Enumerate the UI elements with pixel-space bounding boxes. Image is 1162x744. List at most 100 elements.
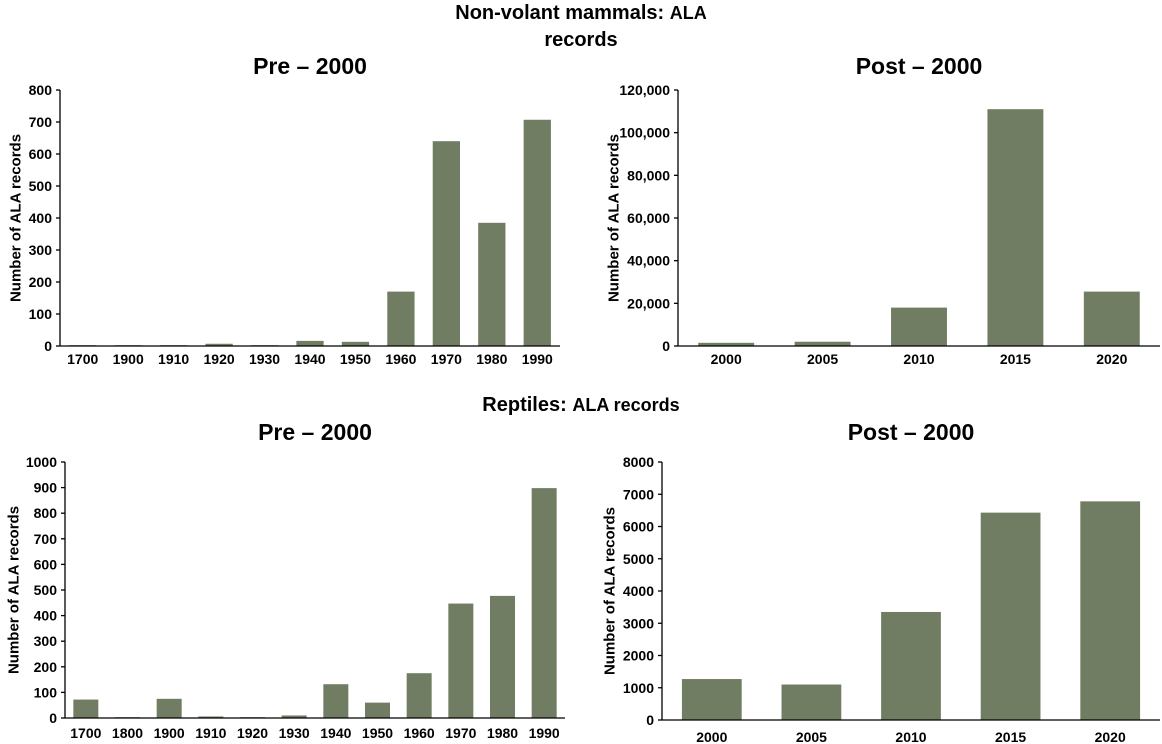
mammals-post-xtick-label: 2005 [807, 351, 838, 367]
reptiles-pre-ytick-label: 0 [49, 710, 57, 726]
mammals-post-ytick-label: 0 [662, 338, 670, 354]
reptiles-post-xtick-label: 2005 [796, 729, 827, 744]
mammals-post-ylabel: Number of ALA records [606, 134, 623, 302]
section-title-reptiles-main: Reptiles: [482, 394, 567, 416]
reptiles-post-bar-2010 [881, 611, 941, 720]
reptiles-post-bar-2015 [980, 512, 1041, 720]
reptiles-pre-xtick-label: 1700 [70, 725, 101, 741]
mammals-pre-xtick-label: 1970 [431, 351, 462, 367]
reptiles-pre-ytick-label: 900 [34, 480, 58, 496]
mammals-pre-bar-1960 [387, 291, 415, 346]
mammals-pre-ytick-label: 700 [29, 114, 53, 130]
reptiles-pre-xtick-label: 1970 [445, 725, 476, 741]
reptiles-pre-bar-1990 [531, 488, 557, 718]
reptiles-post-ytick-label: 7000 [623, 486, 654, 502]
reptiles-post-ytick-label: 1000 [623, 680, 654, 696]
mammals-post-bar-2010 [891, 307, 947, 346]
reptiles-pre-bar-1930 [281, 715, 307, 718]
mammals-post-ytick-label: 60,000 [627, 210, 670, 226]
reptiles-post-xtick-label: 2015 [995, 729, 1026, 744]
mammals-pre-ylabel: Number of ALA records [8, 134, 25, 302]
reptiles-post-ytick-label: 0 [646, 712, 654, 728]
reptiles-pre-ytick-label: 800 [34, 505, 58, 521]
mammals-pre-bar-1980 [478, 222, 506, 346]
reptiles-post-title: Post – 2000 [848, 419, 975, 445]
reptiles-post-ytick-label: 5000 [623, 551, 654, 567]
reptiles-pre-bar-1900 [156, 698, 182, 718]
mammals-pre-ytick-label: 300 [29, 242, 53, 258]
mammals-post-xtick-label: 2020 [1096, 351, 1127, 367]
mammals-post-ytick-label: 120,000 [619, 82, 670, 98]
section-title-mammals: Non-volant mammals: ALA records [0, 0, 1162, 54]
reptiles-pre-xtick-label: 1990 [529, 725, 560, 741]
reptiles-pre-xtick-label: 1980 [487, 725, 518, 741]
reptiles-pre-ytick-label: 500 [34, 582, 58, 598]
section-title-mammals-main: Non-volant mammals: [455, 2, 665, 24]
mammals-pre-title: Pre – 2000 [253, 53, 367, 79]
reptiles-post-ytick-label: 2000 [623, 648, 654, 664]
reptiles-post-ytick-label: 3000 [623, 615, 654, 631]
reptiles-pre-xtick-label: 1800 [112, 725, 143, 741]
mammals-pre-ytick-label: 100 [29, 306, 53, 322]
reptiles-pre-xtick-label: 1900 [154, 725, 185, 741]
reptiles-pre-xtick-label: 1960 [404, 725, 435, 741]
mammals-pre-xtick-label: 1920 [204, 351, 235, 367]
mammals-post-bar-2015 [987, 109, 1044, 346]
mammals-post-xtick-label: 2010 [903, 351, 934, 367]
reptiles-pre-title: Pre – 2000 [258, 419, 372, 445]
reptiles-post-ylabel: Number of ALA records [602, 507, 619, 675]
mammals-post-bar-2005 [794, 341, 851, 346]
mammals-pre-bar-1990 [523, 119, 551, 346]
mammals-post-ytick-label: 20,000 [627, 295, 670, 311]
mammals-post-ytick-label: 100,000 [619, 125, 670, 141]
mammals-pre-xtick-label: 1700 [67, 351, 98, 367]
mammals-post-bar-2000 [698, 342, 755, 346]
section-title-reptiles-suffix: ALA records [572, 395, 680, 415]
mammals-post-xtick-label: 2015 [1000, 351, 1031, 367]
mammals-pre-ytick-label: 800 [29, 82, 53, 98]
reptiles-pre-ytick-label: 600 [34, 556, 58, 572]
mammals-post-xtick-label: 2000 [711, 351, 742, 367]
mammals-pre-xtick-label: 1900 [113, 351, 144, 367]
reptiles-pre-ytick-label: 100 [34, 684, 58, 700]
mammals-post-ytick-label: 40,000 [627, 253, 670, 269]
mammals-pre-ytick-label: 400 [29, 210, 53, 226]
mammals-pre-bar-1970 [432, 141, 460, 346]
reptiles-post-xtick-label: 2020 [1095, 729, 1126, 744]
mammals-post-bar-2020 [1083, 291, 1140, 346]
mammals-pre-xtick-label: 1960 [385, 351, 416, 367]
mammals-pre-bar-1950 [341, 341, 370, 346]
reptiles-post-bar-2020 [1080, 501, 1141, 720]
mammals-pre-xtick-label: 1990 [522, 351, 553, 367]
section-title-mammals-line2: records [544, 29, 618, 51]
reptiles-pre-bar-1700 [73, 699, 99, 718]
mammals-pre-xtick-label: 1930 [249, 351, 280, 367]
reptiles-post-ytick-label: 8000 [623, 454, 654, 470]
reptiles-post-xtick-label: 2010 [895, 729, 926, 744]
reptiles-pre-bar-1970 [448, 603, 474, 718]
mammals-post-title: Post – 2000 [856, 53, 983, 79]
section-title-reptiles: Reptiles: ALA records [0, 392, 1162, 419]
reptiles-pre-bar-1910 [198, 716, 224, 718]
reptiles-post-bar-2000 [681, 679, 742, 720]
mammals-pre-xtick-label: 1910 [158, 351, 189, 367]
mammals-pre-bar-1940 [296, 340, 324, 346]
reptiles-pre-ylabel: Number of ALA records [6, 506, 23, 674]
mammals-pre-ytick-label: 200 [29, 274, 53, 290]
reptiles-pre-ytick-label: 300 [34, 633, 58, 649]
mammals-pre-ytick-label: 0 [44, 338, 52, 354]
reptiles-post-ytick-label: 4000 [623, 583, 654, 599]
reptiles-pre-ytick-label: 700 [34, 531, 58, 547]
reptiles-post-ytick-label: 6000 [623, 519, 654, 535]
reptiles-pre-xtick-label: 1910 [195, 725, 226, 741]
mammals-pre-bar-1920 [205, 343, 233, 346]
reptiles-pre-ytick-label: 200 [34, 659, 58, 675]
reptiles-post-bar-2005 [781, 684, 842, 720]
mammals-pre-xtick-label: 1980 [476, 351, 507, 367]
reptiles-pre-ytick-label: 400 [34, 608, 58, 624]
reptiles-pre-bar-1950 [365, 702, 390, 718]
mammals-pre-xtick-label: 1950 [340, 351, 371, 367]
mammals-post-ytick-label: 80,000 [627, 167, 670, 183]
reptiles-pre-bar-1940 [323, 684, 349, 718]
